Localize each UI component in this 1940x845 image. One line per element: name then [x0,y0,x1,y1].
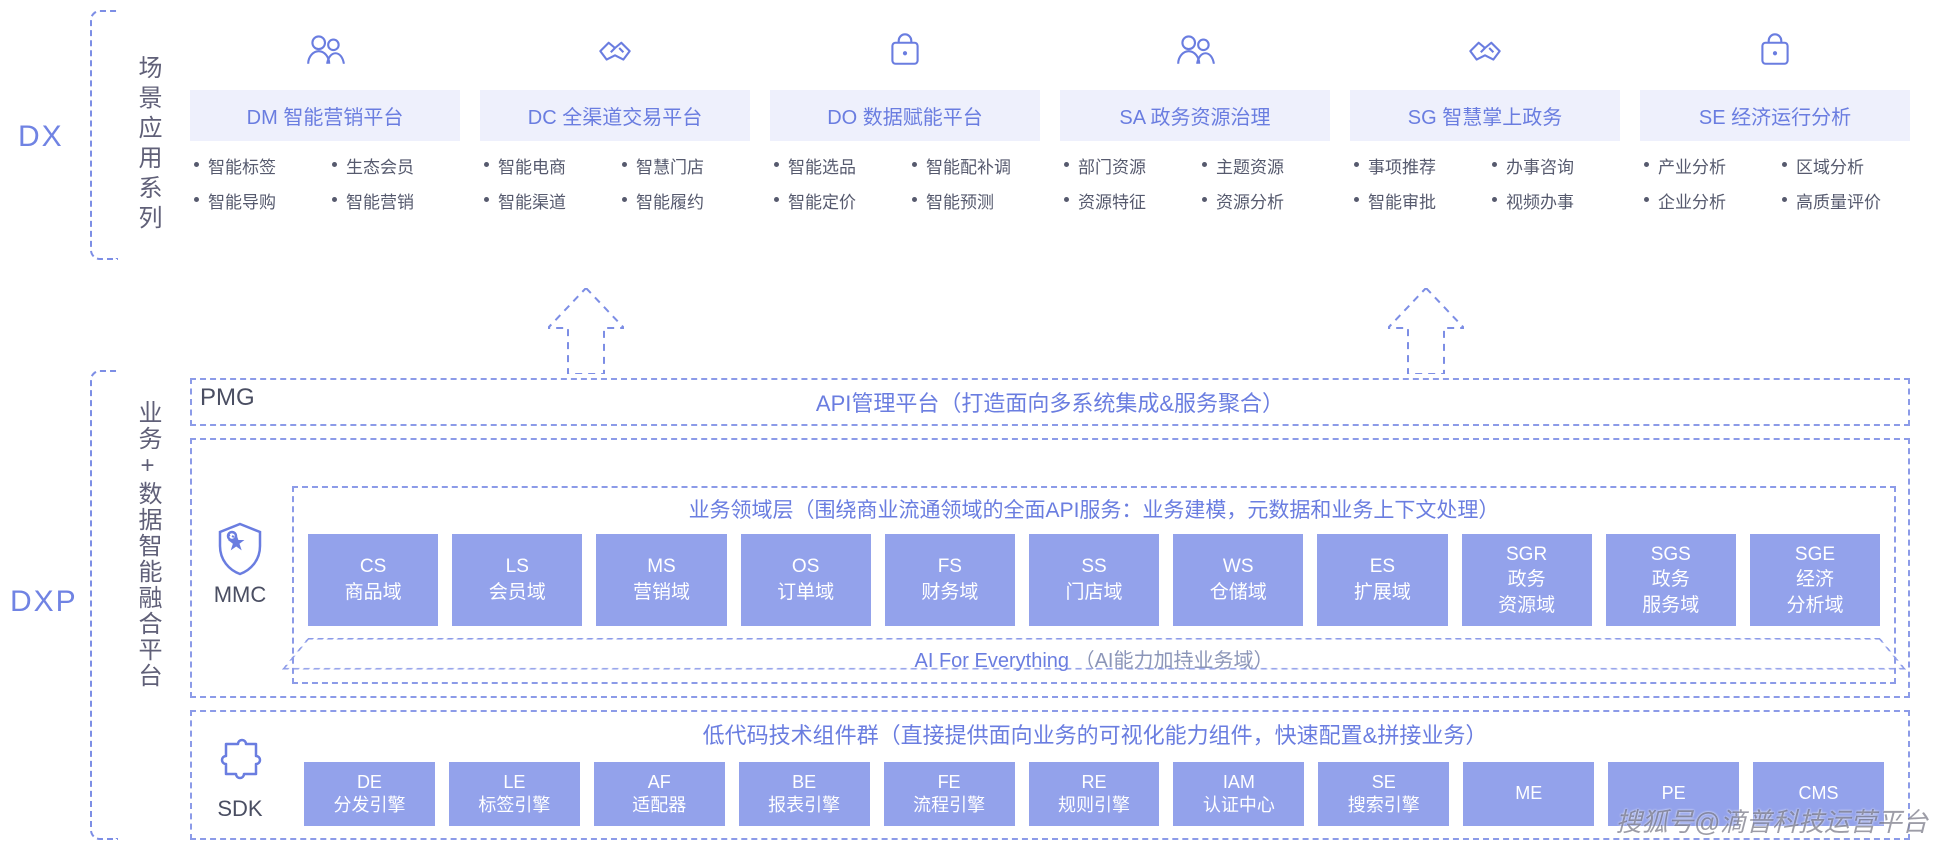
sdk-component-cell: AF适配器 [594,762,725,826]
people-icon [1174,20,1216,75]
dx-feature: 智能预测 [908,188,1040,213]
bag-icon [1754,20,1796,75]
dx-bracket [90,10,118,260]
dx-feature: 资源特征 [1060,188,1192,213]
dx-feature: 智能定价 [770,188,902,213]
dx-feature: 视频办事 [1488,188,1620,213]
dx-feature: 企业分析 [1640,188,1772,213]
dx-card-title: SE 经济运行分析 [1640,90,1910,141]
dx-card: DM 智能营销平台智能标签生态会员智能导购智能营销 [190,20,460,213]
dx-feature: 智能营销 [328,188,460,213]
dx-feature: 办事咨询 [1488,153,1620,178]
mmc-domain-cell: OS订单域 [741,534,871,626]
dx-feature: 智慧门店 [618,153,750,178]
mmc-domain-cell: WS仓储域 [1173,534,1303,626]
dx-card: DO 数据赋能平台智能选品智能配补调智能定价智能预测 [770,20,1040,213]
dx-feature: 区域分析 [1778,153,1910,178]
dxp-bracket [90,370,118,840]
dx-feature: 智能渠道 [480,188,612,213]
dx-feature: 生态会员 [328,153,460,178]
mmc-label: MMC [214,582,267,608]
mmc-domain-cell: SS门店域 [1029,534,1159,626]
dx-feature: 智能标签 [190,153,322,178]
dx-card-features: 产业分析区域分析企业分析高质量评价 [1640,153,1910,213]
sdk-component-cell: RE规则引擎 [1029,762,1160,826]
mmc-domain-cell: SGE经济分析域 [1750,534,1880,626]
bag-icon [884,20,926,75]
handshake-icon [1464,20,1506,75]
ai-en: AI For Everything [915,650,1070,672]
people-icon [304,20,346,75]
ai-bar: AI For Everything （AI能力加持业务域） [308,638,1880,678]
mmc-domain-cell: FS财务域 [885,534,1015,626]
sdk-component-cell: FE流程引擎 [884,762,1015,826]
mmc-domain-cell: ES扩展域 [1317,534,1447,626]
dx-card-features: 智能标签生态会员智能导购智能营销 [190,153,460,213]
dx-card-title: DC 全渠道交易平台 [480,90,750,141]
dx-card: SE 经济运行分析产业分析区域分析企业分析高质量评价 [1640,20,1910,213]
mmc-title: 业务领域层（围绕商业流通领域的全面API服务：业务建模，元数据和业务上下文处理） [689,488,1500,534]
sdk-component-cell: DE分发引擎 [304,762,435,826]
mmc-inner-box: 业务领域层（围绕商业流通领域的全面API服务：业务建模，元数据和业务上下文处理）… [292,486,1896,684]
mmc-domain-row: CS商品域LS会员域MS营销域OS订单域FS财务域SS门店域WS仓储域ES扩展域… [294,534,1894,626]
dx-card-title: DM 智能营销平台 [190,90,460,141]
dx-feature: 智能履约 [618,188,750,213]
dx-card: DC 全渠道交易平台智能电商智慧门店智能渠道智能履约 [480,20,750,213]
dx-card-features: 部门资源主题资源资源特征资源分析 [1060,153,1330,213]
dx-feature: 事项推荐 [1350,153,1482,178]
arrow-up-left [548,288,624,374]
dx-card: SA 政务资源治理部门资源主题资源资源特征资源分析 [1060,20,1330,213]
dx-feature: 产业分析 [1640,153,1772,178]
sdk-component-cell: IAM认证中心 [1173,762,1304,826]
sdk-component-cell: BE报表引擎 [739,762,870,826]
handshake-icon [594,20,636,75]
pmg-box: PMG API管理平台（打造面向多系统集成&服务聚合） [190,378,1910,426]
pmg-title: API管理平台（打造面向多系统集成&服务聚合） [192,380,1908,418]
sdk-side: SDK [200,734,280,822]
sdk-label: SDK [217,796,262,822]
dx-card: SG 智慧掌上政务事项推荐办事咨询智能审批视频办事 [1350,20,1620,213]
dx-feature: 主题资源 [1198,153,1330,178]
dx-card-row: DM 智能营销平台智能标签生态会员智能导购智能营销DC 全渠道交易平台智能电商智… [190,20,1910,213]
mmc-domain-cell: SGS政务服务域 [1606,534,1736,626]
dx-label: DX [18,120,64,154]
dx-feature: 高质量评价 [1778,188,1910,213]
mmc-domain-cell: LS会员域 [452,534,582,626]
sdk-title: 低代码技术组件群（直接提供面向业务的可视化能力组件，快速配置&拼接业务） [192,712,1908,750]
dx-card-features: 智能选品智能配补调智能定价智能预测 [770,153,1040,213]
dx-feature: 智能导购 [190,188,322,213]
dx-card-features: 智能电商智慧门店智能渠道智能履约 [480,153,750,213]
puzzle-icon [212,734,268,790]
arrow-up-right [1388,288,1464,374]
mmc-domain-cell: CS商品域 [308,534,438,626]
sdk-component-cell: LE标签引擎 [449,762,580,826]
mmc-box: MMC 业务领域层（围绕商业流通领域的全面API服务：业务建模，元数据和业务上下… [190,438,1910,698]
ai-text: AI For Everything （AI能力加持业务域） [915,644,1274,673]
dx-card-features: 事项推荐办事咨询智能审批视频办事 [1350,153,1620,213]
shield-star-icon [212,520,268,576]
dxp-label: DXP [10,585,78,619]
dx-feature: 智能电商 [480,153,612,178]
dxp-section-title: 业务+数据智能融合平台 [130,400,165,689]
dx-card-title: DO 数据赋能平台 [770,90,1040,141]
mmc-domain-cell: SGR政务资源域 [1462,534,1592,626]
mmc-side: MMC [200,520,280,608]
dx-feature: 智能审批 [1350,188,1482,213]
dx-feature: 智能配补调 [908,153,1040,178]
dx-feature: 部门资源 [1060,153,1192,178]
dx-feature: 资源分析 [1198,188,1330,213]
mmc-domain-cell: MS营销域 [596,534,726,626]
dx-card-title: SA 政务资源治理 [1060,90,1330,141]
dx-feature: 智能选品 [770,153,902,178]
ai-cn: （AI能力加持业务域） [1075,650,1274,672]
sdk-component-cell: SE搜索引擎 [1318,762,1449,826]
watermark: 搜狐号@滴普科技运营平台 [1616,802,1928,839]
dx-card-title: SG 智慧掌上政务 [1350,90,1620,141]
dx-section-title: 场景应用系列 [130,55,165,235]
sdk-component-cell: ME [1463,762,1594,826]
pmg-label: PMG [200,384,255,412]
